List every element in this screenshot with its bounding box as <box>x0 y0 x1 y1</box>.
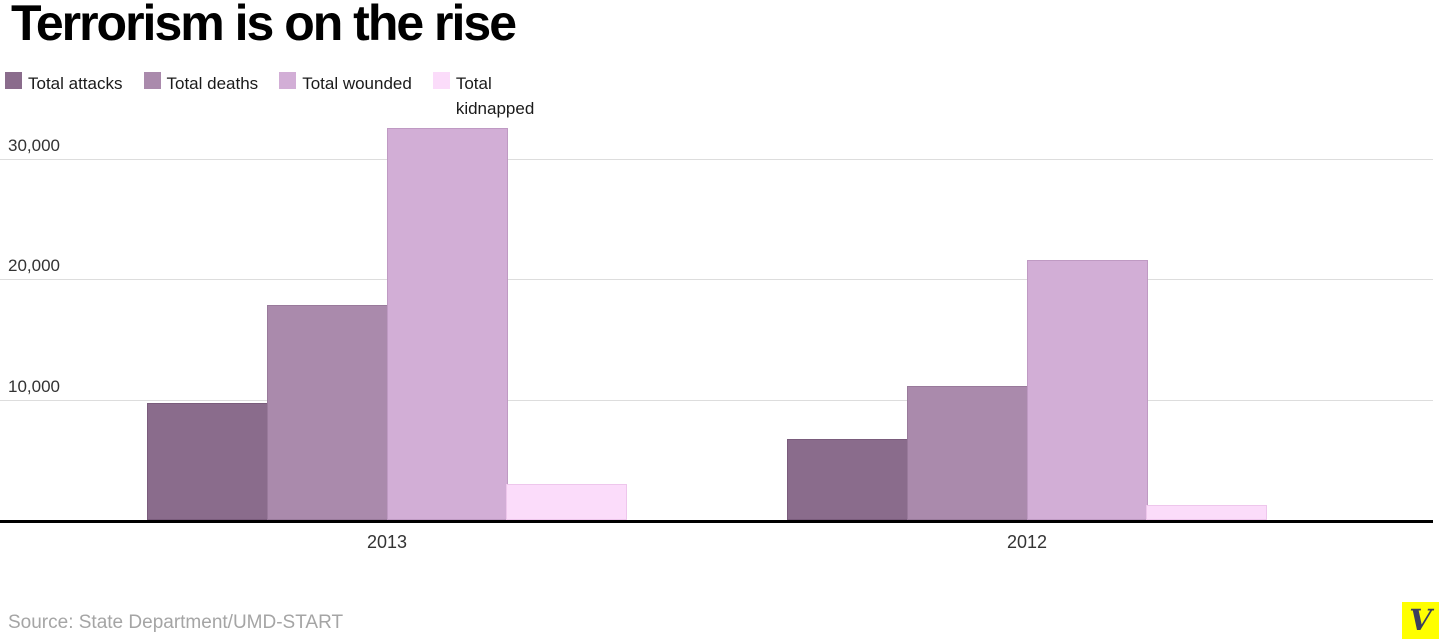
legend-swatch-total-kidnapped-icon <box>432 72 450 89</box>
vox-logo[interactable]: V <box>1402 602 1439 639</box>
bar-total-kidnapped-2013 <box>506 484 627 520</box>
legend-label-total-kidnapped: Total kidnapped <box>455 74 535 118</box>
legend-label-total-deaths: Total deaths <box>166 74 259 93</box>
bar-total-attacks-2012 <box>787 439 908 520</box>
x-axis-line <box>0 520 1433 523</box>
legend-item-total-attacks: Total attacks <box>5 71 123 96</box>
y-axis-tick-label-10000: 10,000 <box>8 377 60 396</box>
gridline-20000 <box>0 279 1433 280</box>
vox-logo-letter: V <box>1409 603 1432 637</box>
bar-total-wounded-2012 <box>1027 260 1148 520</box>
legend-item-total-kidnapped: Total kidnapped <box>432 71 544 121</box>
legend: Total attacks Total deaths Total wounded… <box>5 71 565 121</box>
bar-total-kidnapped-2012 <box>1146 505 1267 520</box>
legend-swatch-total-attacks-icon <box>5 72 22 89</box>
x-axis-category-label-2013: 2013 <box>366 532 408 552</box>
legend-item-total-deaths: Total deaths <box>143 71 259 96</box>
gridline-10000 <box>0 400 1433 401</box>
bar-total-attacks-2013 <box>147 403 268 520</box>
bar-total-deaths-2012 <box>907 386 1028 520</box>
gridline-30000 <box>0 159 1433 160</box>
bar-total-deaths-2013 <box>267 305 388 520</box>
bar-total-wounded-2013 <box>387 128 508 520</box>
x-axis-category-label-2012: 2012 <box>1006 532 1048 552</box>
legend-label-total-wounded: Total wounded <box>302 74 412 93</box>
chart-title: Terrorism is on the rise <box>11 0 517 51</box>
source-credit: Source: State Department/UMD-START <box>8 612 344 633</box>
legend-label-total-attacks: Total attacks <box>28 74 123 93</box>
legend-swatch-total-deaths-icon <box>143 72 161 89</box>
y-axis-tick-label-20000: 20,000 <box>8 256 60 275</box>
legend-swatch-total-wounded-icon <box>279 72 297 89</box>
legend-item-total-wounded: Total wounded <box>279 71 412 96</box>
y-axis-tick-label-30000: 30,000 <box>8 136 60 155</box>
